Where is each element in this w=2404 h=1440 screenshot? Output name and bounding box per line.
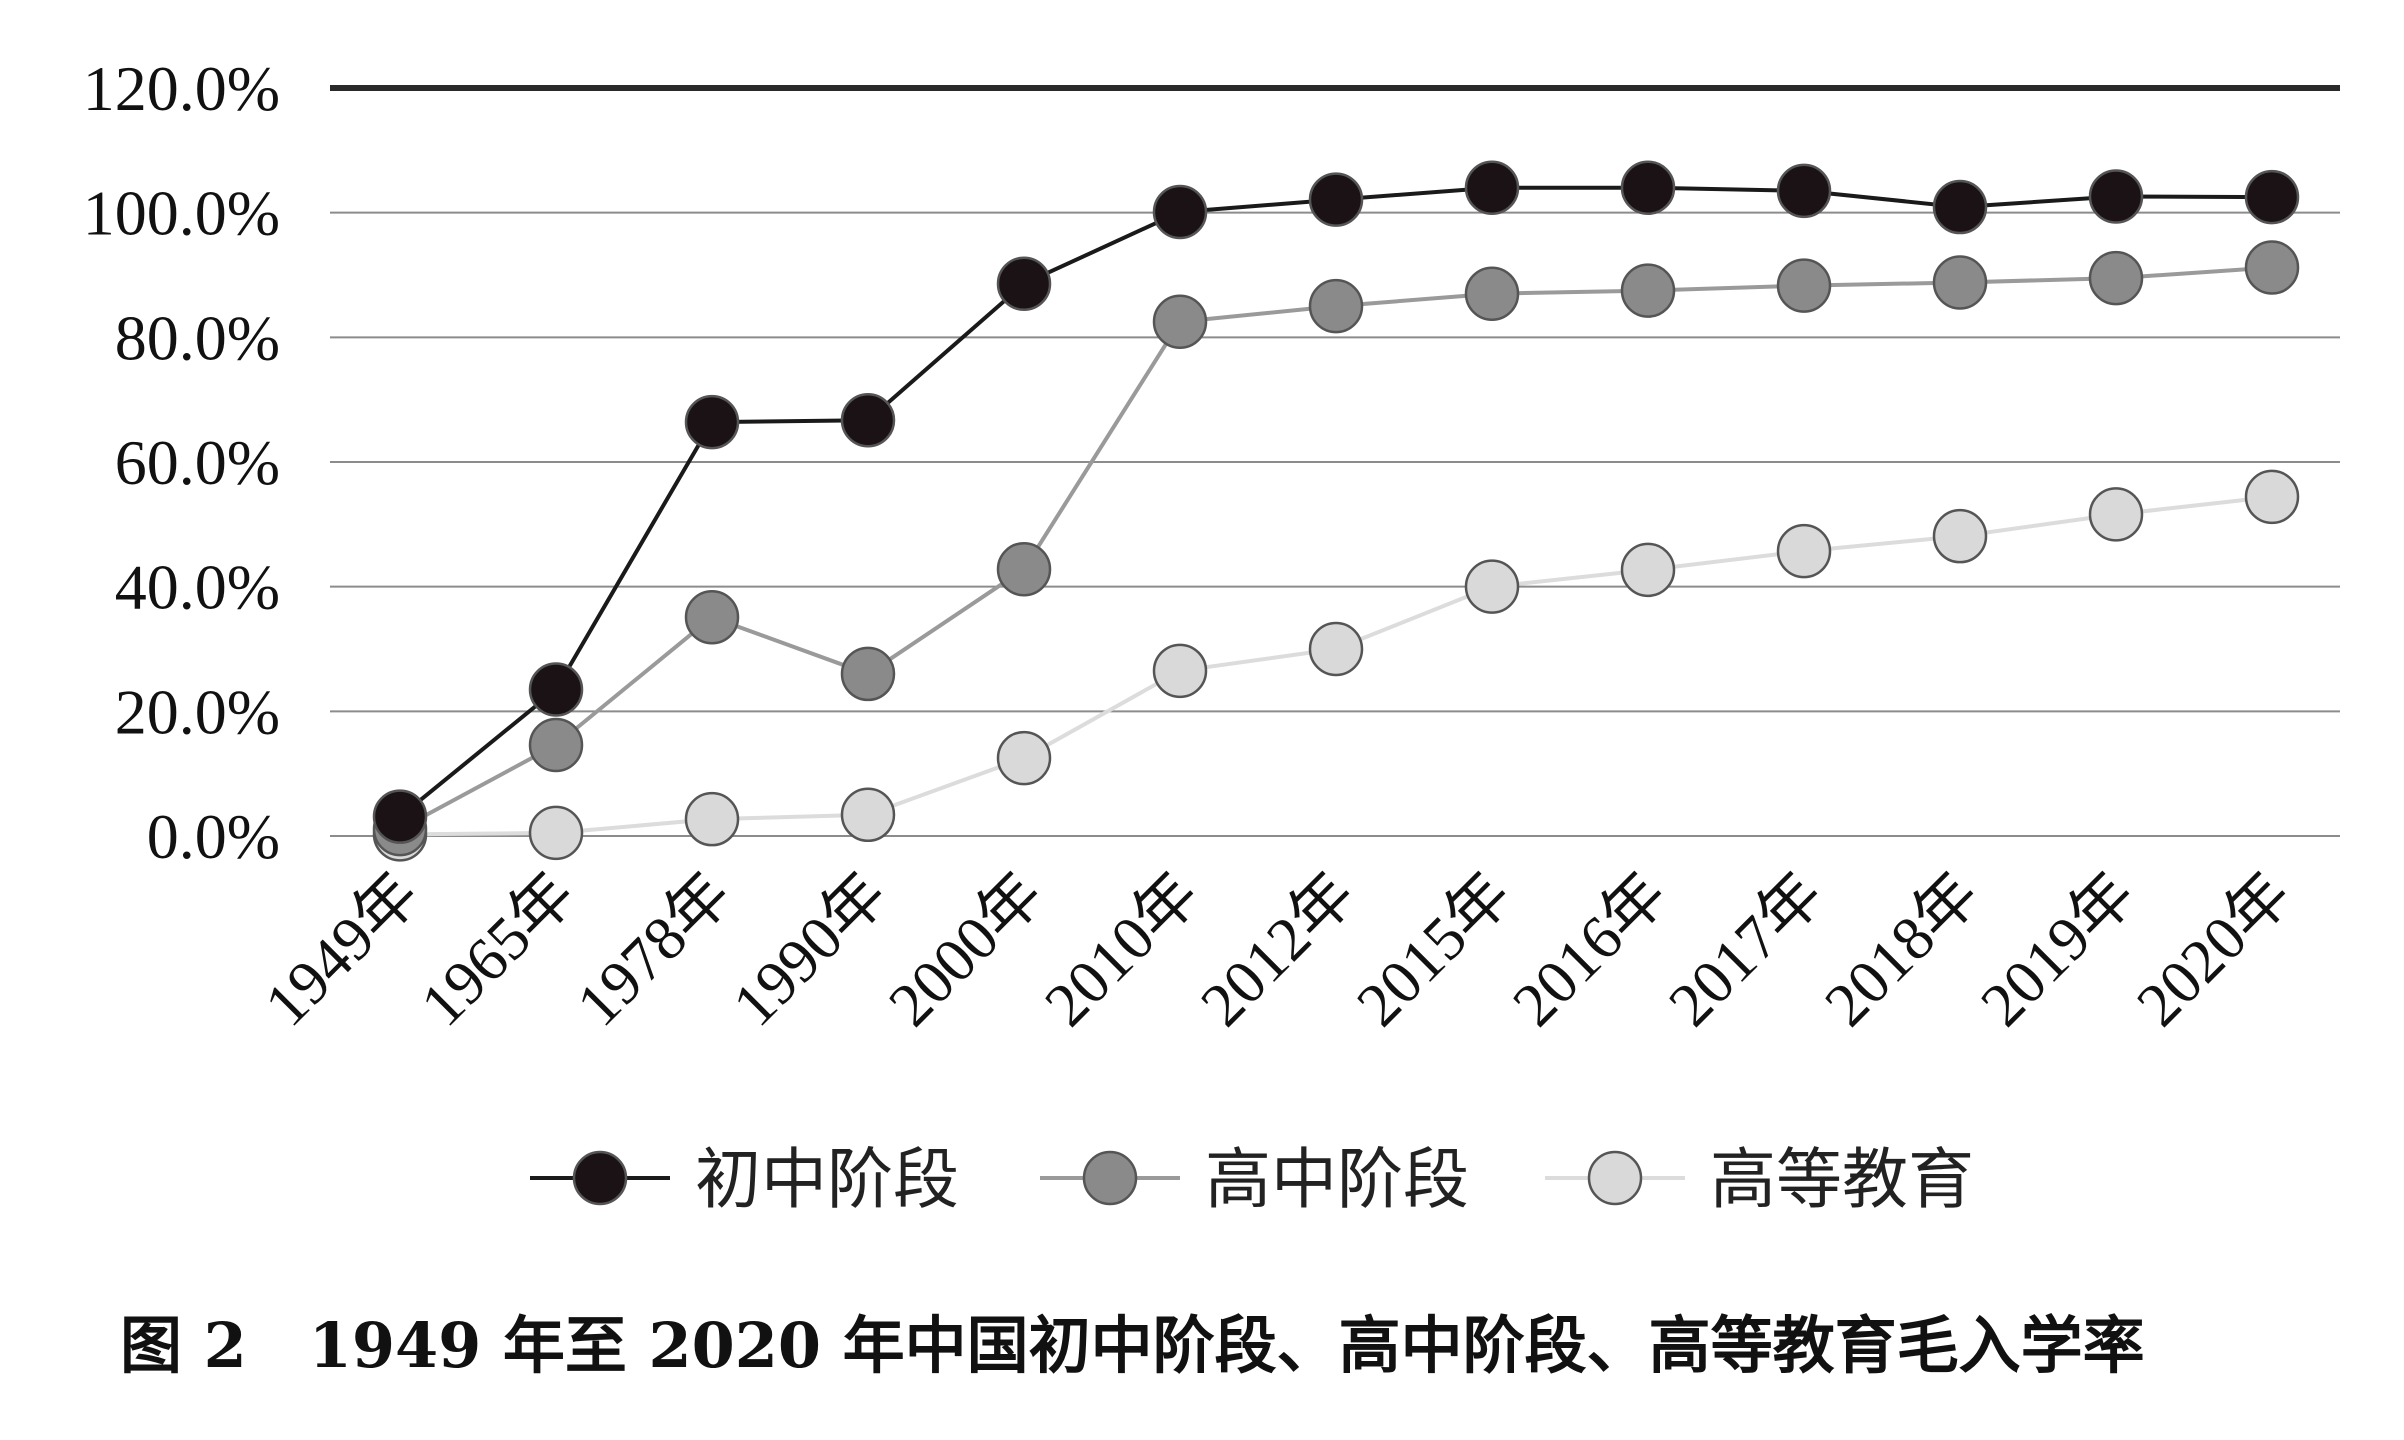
data-point	[2088, 250, 2144, 306]
x-tick-label: 2019年	[1968, 860, 2148, 1040]
data-point	[996, 730, 1052, 786]
data-point	[2244, 240, 2300, 295]
y-tick-label: 80.0%	[115, 302, 280, 373]
data-point	[1308, 172, 1364, 227]
x-tick-label: 2012年	[1188, 860, 1368, 1040]
x-tick-label: 2018年	[1812, 860, 1992, 1040]
data-point	[1620, 160, 1676, 215]
data-point	[1620, 263, 1676, 318]
x-tick-label: 2015年	[1344, 860, 1524, 1040]
data-point	[684, 791, 740, 847]
y-tick-label: 60.0%	[115, 427, 280, 498]
data-point	[528, 662, 584, 717]
legend-label: 初中阶段	[695, 1141, 959, 1218]
legend-marker	[572, 1150, 628, 1206]
legend-label: 高中阶段	[1205, 1141, 1469, 1218]
data-point	[684, 589, 740, 645]
data-point	[840, 392, 896, 448]
data-point	[1152, 643, 1208, 699]
x-tick-label: 1990年	[720, 860, 900, 1040]
data-point	[996, 256, 1052, 311]
x-tick-label: 1978年	[564, 860, 744, 1040]
series-line	[399, 265, 2273, 831]
series-0	[372, 160, 2300, 844]
data-point	[1776, 523, 1832, 579]
legend-item: 初中阶段	[530, 1141, 959, 1218]
data-point	[528, 805, 584, 861]
x-tick-label: 2017年	[1656, 860, 1836, 1040]
data-point	[1776, 258, 1832, 313]
y-tick-label: 120.0%	[83, 53, 280, 124]
data-point	[996, 541, 1052, 597]
figure-caption: 图 2 1949 年至 2020 年中国初中阶段、高中阶段、高等教育毛入学率	[120, 1309, 2145, 1382]
data-point	[2088, 487, 2144, 542]
data-point	[1152, 184, 1208, 240]
data-point	[1932, 508, 1988, 564]
data-point	[684, 394, 740, 450]
legend-item: 高中阶段	[1040, 1141, 1469, 1218]
x-tick-label: 2016年	[1500, 860, 1680, 1040]
data-point	[840, 646, 896, 702]
series-2	[372, 469, 2300, 862]
data-point	[1620, 542, 1676, 598]
y-tick-label: 40.0%	[115, 552, 280, 623]
series-lines	[372, 160, 2300, 862]
y-tick-label: 100.0%	[83, 178, 280, 249]
data-point	[1308, 621, 1364, 677]
x-tick-label: 2010年	[1032, 860, 1212, 1040]
series-1	[372, 240, 2300, 857]
x-tick-label: 1965年	[408, 860, 588, 1040]
data-point	[528, 717, 584, 773]
y-tick-label: 0.0%	[147, 801, 280, 872]
x-tick-label: 2000年	[876, 860, 1056, 1040]
data-point	[2244, 169, 2300, 225]
legend-marker	[1082, 1150, 1138, 1206]
data-point	[1464, 559, 1520, 614]
data-point	[2088, 169, 2144, 224]
data-point	[1152, 294, 1208, 349]
data-point	[1464, 160, 1520, 215]
data-point	[372, 789, 428, 844]
data-point	[1308, 278, 1364, 334]
legend: 初中阶段 高中阶段 高等教育	[530, 1141, 1974, 1218]
data-point	[840, 787, 896, 843]
x-tick-label: 1949年	[252, 860, 432, 1040]
data-point	[1932, 255, 1988, 310]
x-axis-ticks: 1949年1965年1978年1990年2000年2010年2012年2015年…	[252, 860, 2304, 1040]
data-point	[1776, 163, 1832, 219]
legend-marker	[1587, 1150, 1643, 1206]
y-axis-ticks: 0.0% 20.0% 40.0% 60.0% 80.0% 100.0% 120.0%	[83, 53, 280, 872]
x-tick-label: 2020年	[2124, 860, 2304, 1040]
data-point	[1932, 179, 1988, 235]
y-tick-label: 20.0%	[115, 676, 280, 747]
data-point	[1464, 266, 1520, 321]
legend-label: 高等教育	[1710, 1141, 1974, 1218]
legend-item: 高等教育	[1545, 1141, 1974, 1218]
data-point	[2244, 469, 2300, 525]
